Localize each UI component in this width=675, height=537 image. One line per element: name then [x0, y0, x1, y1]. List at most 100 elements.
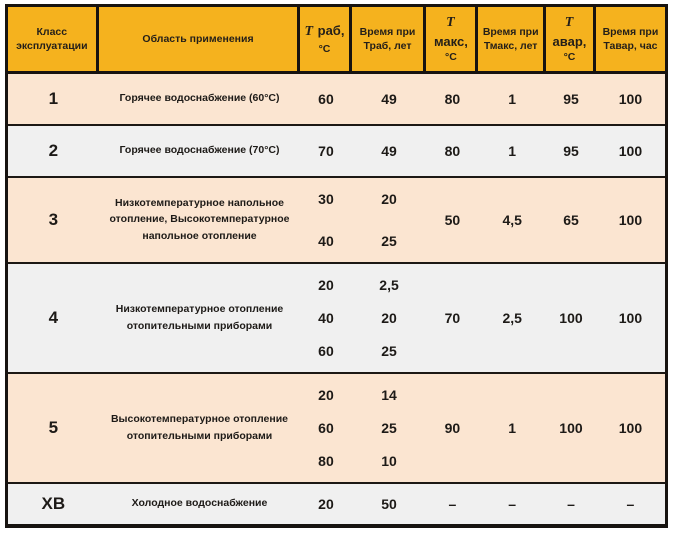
- cell-t-rab: 20 60 80: [300, 374, 351, 482]
- header-line: Область применения: [142, 32, 254, 45]
- cell-t-rab: 70: [318, 142, 334, 159]
- header-line: Траб, лет: [363, 39, 412, 52]
- cell-t-avar: 100: [559, 309, 583, 326]
- cell-t-rab: 60: [318, 90, 334, 107]
- header-line: °C: [318, 42, 331, 55]
- table-row-class-4: 4 Низкотемпературное отопление отопительн…: [8, 263, 665, 374]
- cell-application-area: Горячее водоснабжение (60°C): [119, 92, 280, 105]
- temperature-symbol: T: [446, 15, 455, 30]
- stacked-value: 20: [318, 276, 334, 293]
- table-row-class-1: 1 Горячее водоснабжение (60°C) 60 49 80 1 95 10…: [8, 73, 665, 126]
- stacked-value: 20: [381, 309, 397, 326]
- stacked-value: 20: [381, 190, 397, 207]
- cell-time-max: 4,5: [502, 211, 522, 228]
- cell-t-avar: 95: [563, 90, 579, 107]
- cell-time-avar: 100: [618, 419, 643, 436]
- table-row-class-ХВ: ХВ Холодное водоснабжение 20 50 – – – –: [8, 483, 665, 524]
- table-row-class-5: 5 Высокотемпературное отопление отопитель…: [8, 373, 665, 484]
- stacked-value: 80: [318, 452, 334, 469]
- cell-application-area: Низкотемпературное напольное отопление, …: [109, 197, 290, 242]
- cell-time-avar: 100: [618, 142, 643, 159]
- cell-t-rab: 20: [318, 495, 334, 512]
- cell-t-avar: 95: [563, 142, 579, 159]
- cell-t-avar: –: [567, 495, 575, 512]
- cell-application-area: Холодное водоснабжение: [131, 497, 268, 510]
- column-header-time-max: Время при Тмакс, лет: [478, 7, 547, 71]
- cell-t-max: 80: [444, 90, 461, 107]
- stacked-value: 30: [318, 190, 334, 207]
- temperature-symbol: T: [304, 23, 314, 39]
- cell-time-rab: 2,5 20 25: [352, 264, 427, 372]
- column-header-t-avar: T авар, °C: [546, 7, 596, 71]
- header-line: T раб,: [304, 22, 345, 39]
- cell-t-max: 70: [444, 309, 461, 326]
- stacked-value: 40: [318, 232, 334, 249]
- cell-application-area: Горячее водоснабжение (70°C): [119, 144, 280, 157]
- stacked-value: 14: [381, 386, 397, 403]
- stacked-value: 40: [318, 309, 334, 326]
- operation-class-table: Класс эксплуатации Область применения T раб…: [5, 4, 668, 528]
- cell-t-max: 80: [444, 142, 461, 159]
- table-body: 1 Горячее водоснабжение (60°C) 60 49 80 1 95 10…: [8, 73, 665, 524]
- stacked-value: 60: [318, 342, 334, 359]
- header-line: T макс,: [433, 15, 468, 49]
- cell-t-max: 90: [444, 419, 461, 436]
- header-line: Время при: [482, 25, 539, 38]
- cell-class: 1: [48, 88, 59, 108]
- column-header-time-rab: Время при Траб, лет: [352, 7, 427, 71]
- header-line: °C: [563, 51, 576, 64]
- cell-application-area: Высокотемпературное отопление отопительн…: [110, 413, 289, 442]
- cell-time-avar: 100: [618, 211, 643, 228]
- column-header-time-avar: Время при Тавар, час: [596, 7, 665, 71]
- header-line: T авар,: [552, 15, 587, 49]
- stacked-value: 20: [318, 386, 334, 403]
- header-line: °C: [445, 51, 457, 64]
- cell-time-avar: 100: [618, 309, 643, 326]
- stacked-value: 2,5: [379, 276, 399, 293]
- cell-time-rab: 49: [381, 142, 397, 159]
- cell-time-rab: 14 25 10: [352, 374, 427, 482]
- stacked-value: 60: [318, 419, 334, 436]
- stacked-value: 25: [381, 232, 397, 249]
- cell-class: 2: [48, 140, 59, 160]
- cell-class: 5: [48, 417, 59, 437]
- cell-t-rab: 20 40 60: [300, 264, 351, 372]
- header-line: эксплуатации: [16, 39, 88, 52]
- table-row-class-2: 2 Горячее водоснабжение (70°C) 70 49 80 1 95 10…: [8, 125, 665, 178]
- header-line: Время при: [359, 25, 416, 38]
- cell-class: 3: [48, 209, 59, 229]
- cell-class: ХВ: [41, 493, 66, 513]
- column-header-class: Класс эксплуатации: [8, 7, 99, 71]
- stacked-value: 25: [381, 342, 397, 359]
- table-row-class-3: 3 Низкотемпературное напольное отопление,…: [8, 177, 665, 264]
- cell-time-avar: 100: [618, 90, 643, 107]
- cell-time-max: –: [508, 495, 517, 512]
- cell-t-rab: 30 40: [300, 178, 351, 262]
- stacked-value: 10: [381, 452, 397, 469]
- temperature-symbol: T: [564, 15, 574, 30]
- cell-t-max: 50: [444, 211, 461, 228]
- stacked-value: 25: [381, 419, 397, 436]
- cell-time-avar: –: [626, 495, 635, 512]
- cell-time-max: 1: [508, 90, 517, 107]
- cell-time-rab: 20 25: [352, 178, 427, 262]
- cell-time-max: 1: [508, 142, 517, 159]
- header-line: Класс: [36, 25, 68, 38]
- cell-time-rab: 49: [381, 90, 397, 107]
- cell-t-max: –: [448, 495, 457, 512]
- cell-application-area: Низкотемпературное отопление отопительны…: [115, 303, 284, 332]
- cell-time-rab: 50: [381, 495, 397, 512]
- header-line: Время при: [602, 25, 659, 38]
- column-header-t-max: T макс, °C: [426, 7, 479, 71]
- cell-class: 4: [48, 307, 59, 327]
- cell-t-avar: 65: [563, 211, 579, 228]
- header-line: Тмакс, лет: [483, 39, 538, 52]
- cell-t-avar: 100: [559, 419, 583, 436]
- cell-time-max: 1: [508, 419, 517, 436]
- cell-time-max: 2,5: [502, 309, 522, 326]
- column-header-t-rab: T раб, °C: [300, 7, 352, 71]
- header-line: Тавар, час: [603, 39, 658, 52]
- table-header-row: Класс эксплуатации Область применения T раб…: [8, 7, 665, 74]
- column-header-area: Область применения: [99, 7, 301, 71]
